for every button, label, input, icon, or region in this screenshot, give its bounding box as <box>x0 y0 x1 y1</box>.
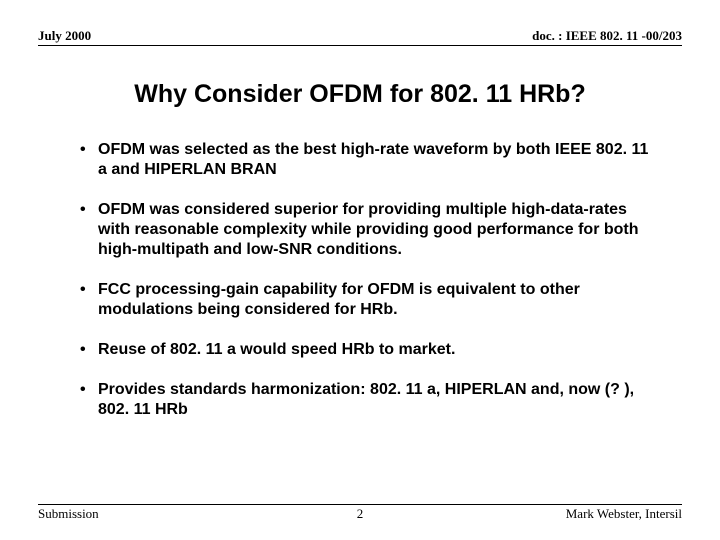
bullet-text: OFDM was selected as the best high-rate … <box>98 140 660 180</box>
bullet-icon: • <box>80 380 98 420</box>
bullet-item: • OFDM was selected as the best high-rat… <box>80 140 660 180</box>
bullet-icon: • <box>80 280 98 320</box>
bullet-text: FCC processing-gain capability for OFDM … <box>98 280 660 320</box>
bullet-icon: • <box>80 140 98 180</box>
bullet-list: • OFDM was selected as the best high-rat… <box>80 140 660 440</box>
bullet-text: OFDM was considered superior for providi… <box>98 200 660 260</box>
bullet-text: Reuse of 802. 11 a would speed HRb to ma… <box>98 340 660 360</box>
footer-left: Submission <box>38 506 99 522</box>
slide-header: July 2000 doc. : IEEE 802. 11 -00/203 <box>38 28 682 46</box>
bullet-item: • OFDM was considered superior for provi… <box>80 200 660 260</box>
bullet-icon: • <box>80 200 98 260</box>
slide-title: Why Consider OFDM for 802. 11 HRb? <box>0 80 720 109</box>
bullet-item: • FCC processing-gain capability for OFD… <box>80 280 660 320</box>
footer-author: Mark Webster, Intersil <box>566 506 682 522</box>
footer-page-number: 2 <box>357 506 364 522</box>
header-date: July 2000 <box>38 28 91 44</box>
bullet-item: • Provides standards harmonization: 802.… <box>80 380 660 420</box>
header-docnum: doc. : IEEE 802. 11 -00/203 <box>532 28 682 44</box>
slide-footer: Submission 2 Mark Webster, Intersil <box>38 504 682 522</box>
bullet-icon: • <box>80 340 98 360</box>
bullet-item: • Reuse of 802. 11 a would speed HRb to … <box>80 340 660 360</box>
bullet-text: Provides standards harmonization: 802. 1… <box>98 380 660 420</box>
